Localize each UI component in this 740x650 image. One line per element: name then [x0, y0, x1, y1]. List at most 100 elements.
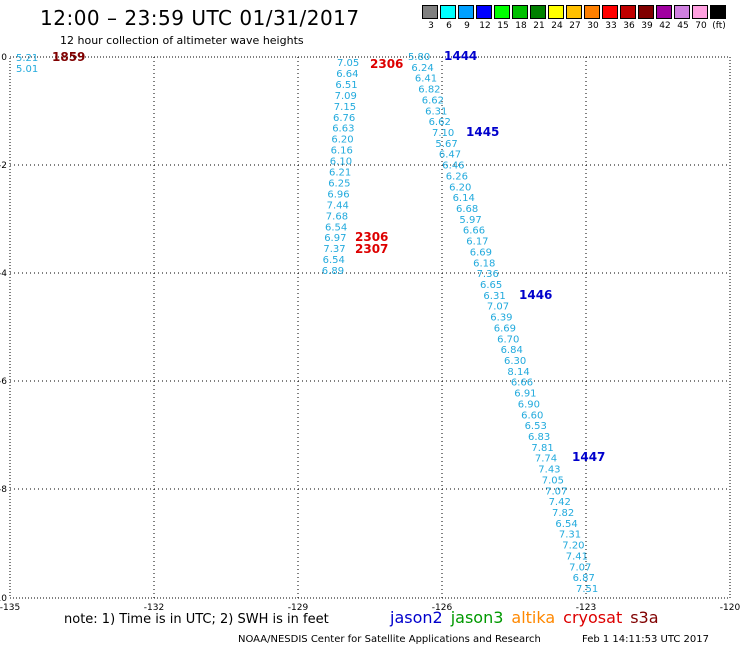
swh-value: 6.46	[442, 161, 464, 172]
swh-value: 6.62	[422, 95, 444, 106]
colorbar-tick-label: 70	[695, 21, 707, 31]
swh-value: 6.17	[466, 237, 488, 248]
swh-value: 5.97	[459, 215, 481, 226]
swh-value: 6.96	[327, 189, 349, 200]
pass-time-label: 1859	[52, 50, 85, 64]
swh-value: 6.83	[528, 432, 550, 443]
y-tick-label: -8	[0, 485, 7, 495]
swh-value: 6.66	[511, 378, 533, 389]
colorbar-tick-label: 42	[659, 21, 671, 31]
x-tick-label: -120	[720, 603, 740, 613]
swh-value: 6.54	[323, 255, 345, 266]
swh-value: 7.68	[326, 211, 348, 222]
swh-value: 6.68	[456, 204, 478, 215]
swh-value: 6.47	[439, 150, 461, 161]
colorbar-swatch	[548, 5, 564, 19]
x-tick-label: -132	[144, 603, 164, 613]
swh-value: 6.41	[415, 74, 437, 85]
generated-timestamp: Feb 1 14:11:53 UTC 2017	[582, 634, 709, 645]
swh-value: 6.30	[504, 356, 526, 367]
swh-value: 7.07	[487, 302, 509, 313]
swh-value: 6.66	[463, 226, 485, 237]
swh-value: 6.54	[555, 519, 577, 530]
swh-value: 6.69	[470, 247, 492, 258]
swh-value: 5.67	[435, 139, 457, 150]
colorbar-swatch	[620, 5, 636, 19]
colorbar-tick-label: 9	[464, 21, 470, 31]
colorbar-tick-label: 6	[446, 21, 452, 31]
colorbar-tick-label: 3	[428, 21, 434, 31]
swh-value: 6.21	[329, 168, 351, 179]
altimeter-tracks: 7.056.646.517.097.156.766.636.206.166.10…	[16, 52, 598, 595]
swh-value: 6.97	[324, 233, 346, 244]
colorbar-tick-label: 27	[569, 21, 581, 31]
colorbar-tick-label: 39	[641, 21, 653, 31]
colorbar-swatch	[692, 5, 708, 19]
colorbar-swatch	[638, 5, 654, 19]
legend-item-cryosat: cryosat	[563, 608, 623, 627]
swh-value: 6.90	[518, 399, 540, 410]
colorbar-tick-label: 18	[515, 21, 527, 31]
colorbar-swatch	[584, 5, 600, 19]
swh-value: 7.31	[559, 530, 581, 541]
swh-value: 6.84	[501, 345, 523, 356]
swh-value: 6.20	[331, 135, 353, 146]
x-tick-label: -123	[576, 603, 596, 613]
colorbar-swatch	[494, 5, 510, 19]
colorbar-tick-label: 33	[605, 21, 617, 31]
x-tick-label: -126	[432, 603, 453, 613]
pass-time-label: 2307	[355, 242, 388, 256]
swh-value: 6.62	[429, 117, 451, 128]
colorbar-swatch	[530, 5, 546, 19]
colorbar-tick-label: 15	[497, 21, 509, 31]
swh-value: 6.31	[425, 106, 447, 117]
swh-value: 6.24	[411, 63, 433, 74]
colorbar-swatch	[458, 5, 474, 19]
x-tick-label: -135	[0, 603, 20, 613]
y-tick-label: -6	[0, 377, 7, 387]
swh-value: 6.14	[453, 193, 475, 204]
swh-value: 6.65	[480, 280, 502, 291]
legend-item-s3a: s3a	[630, 608, 659, 627]
swh-value: 6.60	[521, 410, 543, 421]
swh-value: 6.76	[333, 113, 355, 124]
y-tick-label: -4	[0, 269, 7, 279]
swh-value: 7.42	[549, 497, 571, 508]
colorbar-tick-label: 12	[479, 21, 491, 31]
footer-note: note: 1) Time is in UTC; 2) SWH is in fe…	[64, 612, 329, 627]
swh-value: 6.89	[322, 266, 344, 277]
swh-value: 7.44	[327, 200, 349, 211]
colorbar-swatch	[566, 5, 582, 19]
colorbar-swatch	[440, 5, 456, 19]
swh-value: 7.09	[335, 91, 357, 102]
colorbar-swatch	[674, 5, 690, 19]
swh-value: 7.05	[542, 475, 564, 486]
legend-item-altika: altika	[511, 608, 556, 627]
swh-value: 7.51	[576, 584, 598, 595]
colorbar-swatch	[422, 5, 438, 19]
swh-value: 6.18	[473, 258, 495, 269]
colorbar-swatch	[476, 5, 492, 19]
swh-value: 5.80	[408, 52, 430, 63]
swh-value: 6.69	[494, 323, 516, 334]
colorbar-tick-label: 30	[587, 21, 599, 31]
swh-value: 8.14	[507, 367, 529, 378]
y-tick-label: 0	[1, 53, 7, 63]
swh-value: 6.20	[449, 182, 471, 193]
swh-value: 6.91	[514, 389, 536, 400]
colorbar-swatch	[602, 5, 618, 19]
swh-value: 7.05	[337, 58, 359, 69]
colorbar-tick-label: (ft)	[712, 21, 726, 31]
pass-time-label: 2306	[370, 57, 403, 71]
swh-value: 6.16	[331, 146, 353, 157]
swh-value: 7.07	[545, 486, 567, 497]
grid-lines	[10, 57, 730, 598]
swh-value: 7.07	[569, 562, 591, 573]
legend-item-jason3: jason3	[450, 608, 504, 627]
pass-time-label: 1446	[519, 288, 552, 302]
map-border	[9, 56, 731, 599]
swh-value: 7.43	[538, 465, 560, 476]
swh-value: 5.01	[16, 64, 38, 75]
